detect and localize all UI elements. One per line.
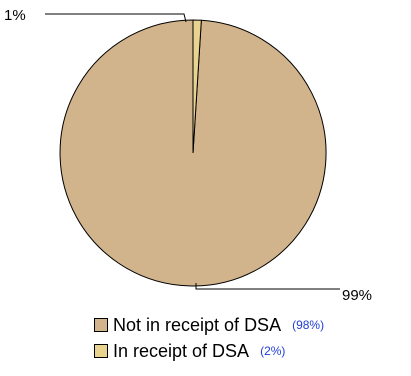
pct-label-not-in-receipt: 99%: [342, 287, 372, 304]
legend: Not in receipt of DSA (98%) In receipt o…: [94, 312, 324, 364]
legend-item-in-receipt: In receipt of DSA (2%): [94, 338, 324, 364]
legend-share-in-receipt: (2%): [260, 344, 286, 358]
legend-item-not-in-receipt: Not in receipt of DSA (98%): [94, 312, 324, 338]
pie-slice-in-receipt-of-dsa: [192, 19, 202, 154]
legend-swatch-not-in-receipt: [94, 318, 108, 332]
legend-swatch-in-receipt: [94, 344, 108, 358]
pct-label-in-receipt: 1%: [4, 7, 26, 24]
leader-line-not-in-receipt: [195, 283, 340, 290]
legend-label-in-receipt: In receipt of DSA: [113, 340, 250, 361]
legend-label-not-in-receipt: Not in receipt of DSA: [113, 314, 282, 335]
leader-line-in-receipt: [45, 13, 187, 23]
legend-share-not-in-receipt: (98%): [292, 318, 325, 332]
pie-chart: 1% 99%: [4, 7, 372, 304]
